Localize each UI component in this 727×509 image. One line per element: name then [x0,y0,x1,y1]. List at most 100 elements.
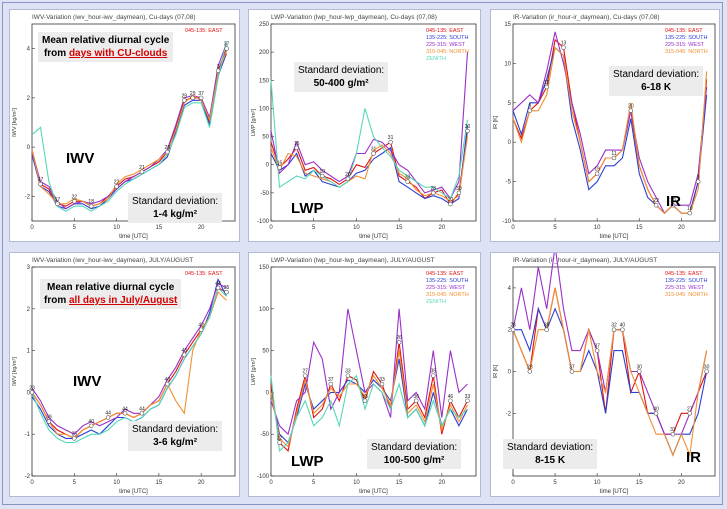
data-point [215,68,221,74]
data-point [182,352,187,358]
x-tick-label: 15 [636,480,643,486]
data-label: 30 [704,365,710,371]
legend-entry: 135-225: SOUTH [665,35,708,41]
data-point [320,173,325,179]
legend-entry: 225-315: WEST [426,42,466,48]
data-label: 17 [38,177,44,183]
y-tick-label: -10 [502,219,511,225]
data-label: 27 [302,369,308,375]
data-label: 28 [165,145,171,151]
data-point [544,84,549,90]
data-point [122,411,128,416]
x-axis-label: time [UTC] [600,489,629,495]
series-line-west [31,43,228,210]
data-point [611,327,617,332]
data-label: 30 [456,186,462,192]
data-label: 33 [379,377,385,383]
series-line-south [31,53,228,210]
data-point [277,440,282,445]
data-label: 38 [544,323,550,329]
annotation-mean-cycle: Mean relative diurnal cycle from days wi… [38,32,174,62]
data-label: 10 [319,169,325,175]
x-tick-label: 0 [269,225,273,231]
legend-entry: 135-225: SOUTH [426,35,469,41]
data-point [277,165,282,170]
y-tick-label: -100 [257,219,270,225]
y-tick-label: -2 [25,474,31,480]
plot-area [31,266,236,477]
data-point [527,108,533,113]
data-point [704,369,709,374]
data-point [345,176,351,182]
big-label-ir: IR [666,193,681,210]
data-label: 35 [431,369,437,375]
x-tick-label: 0 [30,225,34,231]
y-tick-label: 150 [259,78,270,84]
legend-entry: 225-315: WEST [665,285,705,291]
data-point [670,202,676,208]
y-tick-label: 250 [259,22,270,28]
std-box: Standard deviation: 6-18 K [609,66,704,96]
data-label: 26 [396,335,402,341]
x-tick-label: 15 [396,225,403,231]
big-label-lwp: LWP [291,200,324,217]
x-tick-label: 20 [438,480,445,486]
panel-ir-july-august: IR-Variation (ir_hour-ir_daymean), JULY/… [490,252,720,497]
data-label: 37 [224,42,230,48]
series-line-east [270,130,469,206]
y-axis-label: LWP [g/m²] [251,358,257,385]
x-tick-label: 20 [438,225,445,231]
panel-lwp-july-august: LWP-Variation (lwp_hour-lwp_daymean), JU… [248,252,481,497]
std-box: Standard deviation: 100-500 g/m² [367,439,462,469]
data-label: 27 [687,406,693,412]
legend-entry: 225-315: WEST [426,285,466,291]
chart-title: IR-Variation (ir_hour-ir_daymean), Cu-da… [513,14,660,21]
data-point [396,339,402,345]
series-line-south [270,358,468,444]
data-label: 22 [72,194,78,200]
chart-lwp-cu-days: LWP-Variation (lwp_hour-lwp_daymean), Cu… [251,14,477,240]
data-label: 44 [215,281,221,287]
x-tick-label: 10 [353,225,360,231]
series-line-zenith [31,286,227,444]
data-point [88,423,94,429]
data-label: 30 [465,124,471,130]
std-box: Standard deviation: 1-4 kg/m² [128,193,223,223]
data-label: 31 [371,146,377,152]
data-point [687,411,692,416]
series-line-zenith [270,80,469,200]
data-point [371,151,376,156]
x-tick-label: 5 [553,225,557,231]
series-line-zenith [31,41,228,212]
data-point [29,390,35,395]
x-axis-label: time [UTC] [359,489,388,495]
x-tick-label: 10 [353,480,360,486]
y-tick-label: 5 [508,101,512,107]
x-axis-label: time [UTC] [119,234,148,240]
data-label: 37 [328,377,334,383]
legend-entry: 045-135: EAST [665,28,703,34]
x-tick-label: 0 [269,480,273,486]
legend-entry: ZENITH [426,299,446,305]
y-tick-label: -50 [260,191,269,197]
data-point [594,348,600,353]
chart-iwv-july-august: IWV-Variation (iwv_hour-iwv_daymean), JU… [12,257,236,495]
y-axis-label: IWV [kg/m²] [12,357,18,386]
y-tick-label: 0 [266,163,270,169]
data-point [620,327,625,332]
x-tick-label: 10 [113,480,120,486]
data-point [345,373,351,378]
data-label: 28 [431,186,437,192]
data-label: 42 [198,323,204,329]
y-tick-label: 2 [27,307,31,313]
series-line-west [512,31,708,214]
data-label: 43 [181,348,187,354]
chart-ir-cu-days: IR-Variation (ir_hour-ir_daymean), Cu-da… [493,14,716,240]
data-label: 22 [114,180,120,186]
data-label: 3 [697,175,700,181]
data-point [215,285,221,291]
data-label: 17 [55,197,61,203]
data-point [611,155,617,161]
data-point [328,381,334,387]
series-line-east [31,48,228,207]
